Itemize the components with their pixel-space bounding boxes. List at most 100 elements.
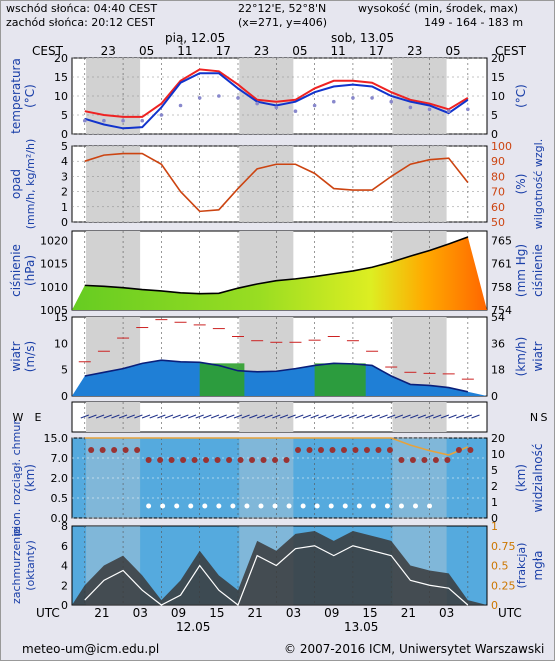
night-band — [392, 526, 447, 605]
dewpoint-dot — [140, 118, 145, 123]
night-band — [239, 438, 294, 518]
ylabel-temp-unit: (°C) — [23, 84, 37, 108]
night-band — [239, 231, 294, 310]
wind-barb — [180, 414, 189, 419]
night-band — [392, 402, 447, 432]
ytick-label-right: 0 — [491, 512, 498, 525]
panel-bg-1 — [71, 57, 488, 135]
cloud-top-dot — [352, 447, 359, 453]
dewpoint-dot — [331, 99, 336, 104]
dewpoint-dot — [312, 103, 317, 108]
ylabel-wind-right: (km/h) — [514, 337, 528, 377]
panel-bg-3 — [71, 230, 488, 311]
cloud-top-dot — [444, 457, 451, 463]
cloud-top-dot — [168, 457, 175, 463]
top-hour-label: 17 — [369, 44, 384, 58]
temp-series-line — [84, 72, 469, 130]
wind-barb — [103, 414, 112, 419]
cloud-top-dot — [386, 447, 393, 453]
cloud-top-dot — [88, 447, 95, 453]
cloud-base-dot — [412, 503, 418, 509]
dewpoint-dot — [370, 96, 374, 100]
bottom-hour-label: 21 — [401, 606, 416, 620]
elevation-values: 149 - 164 - 183 m — [424, 16, 524, 29]
pressure-area — [72, 237, 487, 310]
ytick-label: 2.0 — [51, 472, 69, 485]
wind-barb — [111, 414, 120, 419]
wind-barb — [149, 414, 158, 419]
night-band — [392, 317, 447, 396]
compass-letter: N — [530, 411, 538, 424]
cloud-top-dot — [214, 457, 221, 463]
dewpoint-dot — [466, 107, 470, 112]
ytick-label: 4 — [61, 155, 68, 168]
ylabel-wind-right2: wiatr — [531, 341, 545, 371]
ytick-label-right: 761 — [491, 258, 512, 271]
cloud-top-dot — [260, 457, 267, 463]
ytick-label: 8 — [61, 520, 68, 533]
ylabel-vis: widzialność — [531, 444, 545, 513]
cloud-top-dot — [111, 447, 118, 453]
ytick-label-right: 2 — [491, 480, 498, 493]
ylabel-cover-unit: (oktanty) — [24, 540, 37, 591]
cloud-top-dot — [340, 447, 347, 453]
cloud-base-dot — [174, 503, 180, 509]
ytick-label-right: 1 — [491, 520, 498, 533]
tz-left: CEST — [32, 44, 63, 58]
ytick-label-right: 70 — [491, 186, 505, 199]
bottom-hour-label: 15 — [209, 606, 224, 620]
wind-barb — [134, 414, 143, 419]
ytick-label: 10 — [54, 337, 68, 350]
ytick-label-right: 0.25 — [491, 579, 516, 592]
cloud-base-dot — [160, 503, 166, 509]
ytick-label: 15 — [54, 311, 68, 324]
cloud-top-dot — [122, 447, 129, 453]
wind-barb — [126, 414, 135, 419]
utc-right: UTC — [498, 606, 522, 620]
ytick-label: 1005 — [40, 304, 68, 317]
night-band — [86, 146, 141, 222]
ytick-label: 2 — [61, 186, 68, 199]
bottom-hour-label: 21 — [94, 606, 109, 620]
wind-barb — [463, 414, 473, 419]
bottom-hour-label: 15 — [362, 606, 377, 620]
wind-barb — [440, 414, 450, 419]
bottom-hour-label: 09 — [171, 606, 186, 620]
ytick-label-right: 758 — [491, 281, 512, 294]
wind-barb — [325, 414, 335, 419]
night-band — [86, 58, 141, 134]
wind-barb — [302, 414, 312, 419]
bottom-date1: 12.05 — [176, 620, 211, 634]
wind-barb — [88, 414, 97, 419]
wind-barb — [379, 414, 388, 419]
ytick-label-right: 5 — [491, 464, 498, 477]
ylabel-cover: zachmurzenie — [10, 527, 23, 604]
wind-barb — [394, 414, 404, 419]
top-hour-label: 11 — [177, 44, 192, 58]
cloud-base-dot — [146, 503, 152, 509]
ylabel-wind-unit: (m/s) — [23, 341, 37, 372]
wind-barb — [164, 414, 174, 419]
coords-text: 22°12'E, 52°8'N — [238, 2, 327, 15]
footer-email[interactable]: meteo-um@icm.edu.pl — [22, 642, 160, 656]
dewpoint-dot — [351, 96, 355, 100]
ylabel-wind: wiatr — [9, 341, 23, 371]
ytick-label-right: 10 — [491, 90, 505, 103]
cloud-top-dot — [306, 447, 313, 453]
ylabel-pressure: ciśnienie — [9, 244, 23, 297]
cloud-top-dot — [272, 457, 279, 463]
top-hour-label: 17 — [216, 44, 231, 58]
ytick-label-right: 0 — [491, 128, 498, 141]
wind-barb — [80, 414, 89, 419]
cloud-top-dot — [249, 457, 256, 463]
ylabel-cloud: pion. rozciągł. chmur — [10, 420, 23, 536]
ytick-label-right: 0.5 — [491, 560, 509, 573]
wind-mean-line — [84, 359, 469, 393]
dewpoint-dot — [446, 109, 451, 113]
ylabel-precip-unit: (mm/h, kg/m²/h) — [24, 139, 37, 230]
top-hour-label: 05 — [445, 44, 460, 58]
dewpoint-dot — [82, 118, 87, 123]
cloud-base-dot — [244, 503, 250, 509]
ylabel-temp-right: (°C) — [514, 84, 528, 108]
dewpoint-dot — [408, 105, 413, 110]
